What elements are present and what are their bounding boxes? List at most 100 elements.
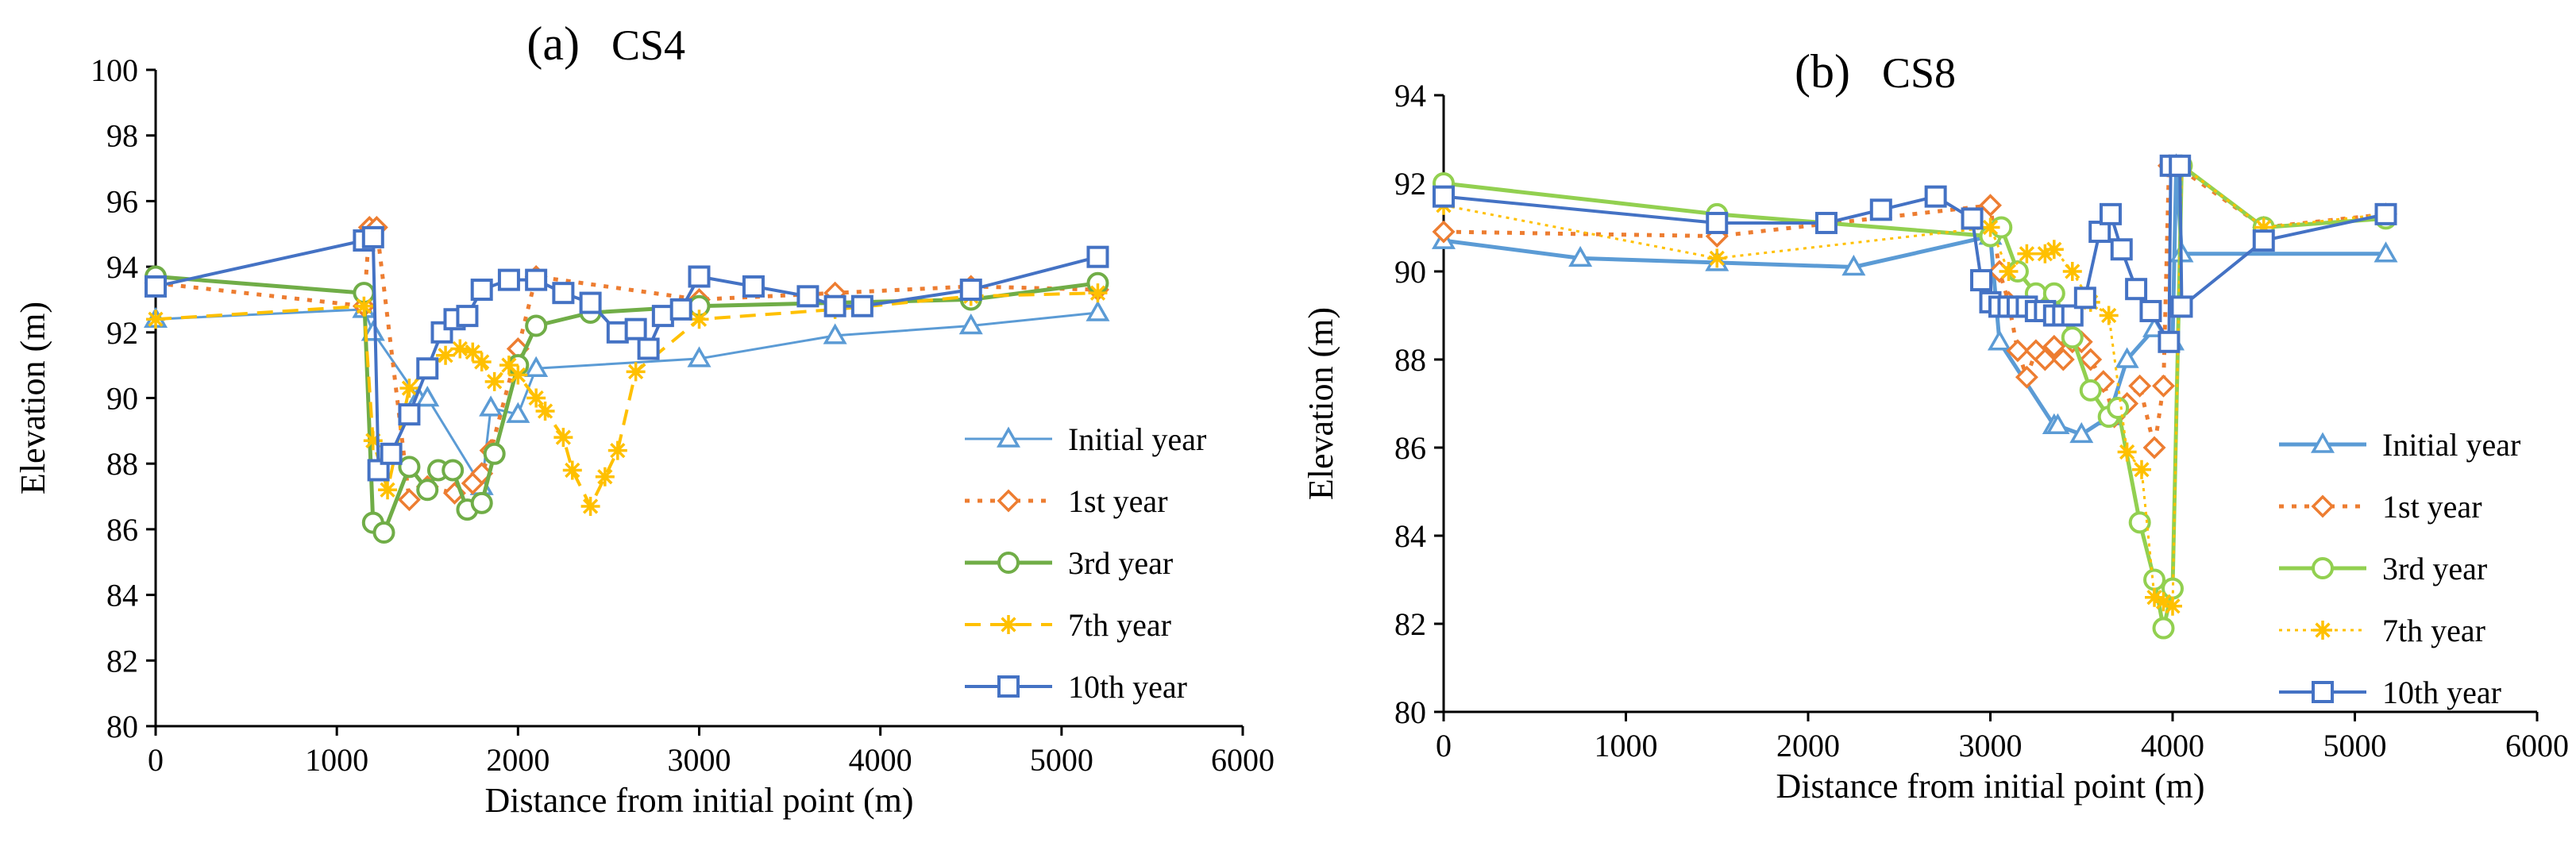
data-point xyxy=(508,365,528,385)
series-3rd-year xyxy=(1433,154,2397,640)
y-tick-label: 94 xyxy=(106,249,138,285)
data-point xyxy=(552,282,575,305)
data-point xyxy=(553,428,573,448)
y-tick-label: 90 xyxy=(1394,254,1426,290)
x-tick-label: 3000 xyxy=(1959,728,2023,763)
data-point xyxy=(689,310,709,329)
data-point xyxy=(1707,248,1727,268)
data-point xyxy=(2161,577,2184,600)
data-point xyxy=(398,456,421,479)
data-point xyxy=(2099,306,2119,325)
y-tick-label: 86 xyxy=(106,512,138,548)
data-point xyxy=(2051,348,2075,371)
y-tick-label: 90 xyxy=(106,381,138,417)
data-point xyxy=(2128,511,2151,534)
data-point xyxy=(2117,442,2137,462)
data-point xyxy=(2061,326,2084,349)
data-point xyxy=(361,320,385,341)
data-point xyxy=(470,491,493,514)
data-point xyxy=(2017,244,2037,263)
chart-panel-b: 80 82 84 86 88 90 92 94 0 1000 2000 3000 4000 5000 600… xyxy=(1301,45,2569,806)
y-tick-label: 92 xyxy=(1394,166,1426,202)
y-tick-label: 88 xyxy=(1394,342,1426,378)
series-10th-year xyxy=(145,225,1109,482)
data-point xyxy=(2062,262,2082,281)
data-point xyxy=(416,479,439,502)
data-point xyxy=(562,460,582,480)
data-point xyxy=(378,480,398,500)
data-point xyxy=(626,362,646,382)
y-tick-label: 92 xyxy=(106,315,138,351)
data-point xyxy=(525,314,548,337)
data-point xyxy=(2046,413,2070,434)
data-point xyxy=(2170,295,2193,318)
data-point xyxy=(2042,334,2066,358)
legend-entry: 10th year xyxy=(965,669,1187,705)
legend-entry: Initial year xyxy=(2279,427,2520,463)
data-point xyxy=(1086,245,1109,268)
data-point xyxy=(2006,339,2030,363)
x-tick-label: 1000 xyxy=(305,742,368,778)
data-point xyxy=(2158,330,2181,353)
data-point xyxy=(2145,587,2165,607)
data-point xyxy=(2163,596,2182,616)
data-point xyxy=(146,310,165,329)
data-point xyxy=(398,403,421,426)
legend-label: 3rd year xyxy=(2382,551,2487,586)
data-point xyxy=(2252,229,2275,252)
series-line xyxy=(155,235,1099,472)
legend-entry: 3rd year xyxy=(2279,551,2487,586)
x-tick-label: 2000 xyxy=(1776,728,1840,763)
data-point xyxy=(456,305,479,328)
y-axis-title: Elevation (m) xyxy=(13,302,52,494)
data-point xyxy=(2374,241,2398,263)
y-tick-label: 82 xyxy=(106,643,138,679)
series-line xyxy=(1443,164,2386,608)
x-tick-label: 4000 xyxy=(849,742,912,778)
y-tick-label: 94 xyxy=(1394,78,1426,113)
data-point xyxy=(1433,185,1455,208)
data-point xyxy=(2035,244,2055,263)
data-point xyxy=(2169,154,2192,177)
x-tick-label: 4000 xyxy=(2141,728,2204,763)
data-point xyxy=(823,323,847,344)
data-point xyxy=(397,488,421,512)
legend-marker xyxy=(2311,494,2335,518)
legend-label: 10th year xyxy=(1068,669,1187,705)
data-point xyxy=(823,294,846,317)
y-tick-label: 82 xyxy=(1394,606,1426,642)
series-3rd-year xyxy=(145,265,1109,544)
data-point xyxy=(415,385,440,407)
data-point xyxy=(669,298,692,321)
data-point xyxy=(363,431,383,451)
data-point xyxy=(145,275,167,298)
data-point xyxy=(372,521,395,544)
data-point xyxy=(1088,283,1108,303)
data-point xyxy=(2107,397,2130,420)
legend-entry: 1st year xyxy=(965,483,1168,519)
x-tick-label: 5000 xyxy=(1030,742,1093,778)
data-point xyxy=(361,225,384,248)
data-point xyxy=(688,265,711,288)
data-point xyxy=(1706,211,1729,234)
data-point xyxy=(524,356,549,378)
data-point xyxy=(2142,436,2166,460)
data-point xyxy=(1841,254,1866,276)
data-point xyxy=(2069,421,2094,444)
legend-label: 10th year xyxy=(2382,675,2501,710)
data-point xyxy=(483,442,506,465)
data-point xyxy=(796,285,819,308)
legend-label: 7th year xyxy=(2382,613,2485,648)
data-point xyxy=(606,321,629,344)
data-point xyxy=(442,459,465,482)
y-tick-label: 100 xyxy=(91,52,138,88)
legend-marker xyxy=(997,489,1020,513)
data-point xyxy=(1086,300,1110,321)
x-tick-label: 6000 xyxy=(1211,742,1275,778)
data-point xyxy=(526,388,546,408)
data-point xyxy=(2044,240,2064,260)
x-tick-label: 5000 xyxy=(2323,728,2387,763)
data-point xyxy=(354,296,374,316)
